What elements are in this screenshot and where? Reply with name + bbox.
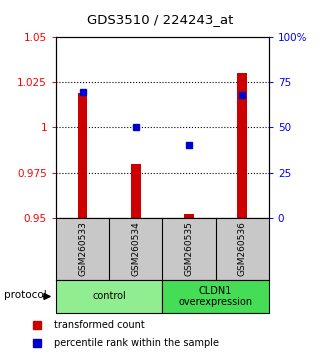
Text: GSM260536: GSM260536	[238, 221, 247, 276]
FancyBboxPatch shape	[163, 280, 269, 313]
Text: CLDN1
overexpression: CLDN1 overexpression	[179, 286, 253, 307]
Text: GDS3510 / 224243_at: GDS3510 / 224243_at	[87, 13, 233, 26]
Bar	[184, 214, 194, 218]
Text: control: control	[92, 291, 126, 302]
Text: GSM260533: GSM260533	[78, 221, 87, 276]
Text: percentile rank within the sample: percentile rank within the sample	[54, 338, 219, 348]
Text: transformed count: transformed count	[54, 320, 145, 330]
Bar	[131, 164, 140, 218]
Text: GSM260534: GSM260534	[131, 221, 140, 276]
Bar	[237, 73, 247, 218]
FancyBboxPatch shape	[56, 280, 163, 313]
Text: GSM260535: GSM260535	[185, 221, 194, 276]
Text: protocol: protocol	[4, 290, 47, 300]
Bar	[78, 93, 87, 218]
